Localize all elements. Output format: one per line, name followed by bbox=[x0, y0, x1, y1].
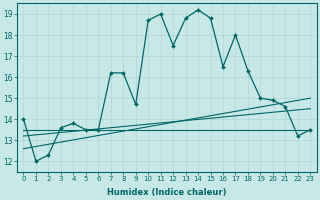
X-axis label: Humidex (Indice chaleur): Humidex (Indice chaleur) bbox=[107, 188, 227, 197]
